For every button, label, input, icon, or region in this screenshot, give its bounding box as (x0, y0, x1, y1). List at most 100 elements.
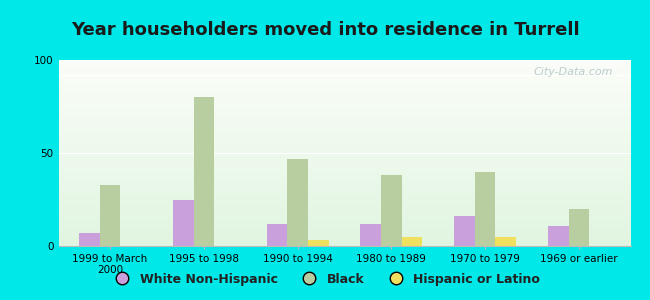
Bar (58, 79, 630, 80)
Bar (58, 231, 630, 232)
Bar (475, 172, 495, 246)
Bar (58, 148, 630, 149)
Bar (58, 134, 630, 135)
Bar (58, 204, 630, 205)
Bar (58, 161, 630, 162)
Bar (58, 162, 630, 163)
Bar (58, 160, 630, 161)
Bar (58, 197, 630, 198)
Bar (58, 124, 630, 125)
Bar (58, 101, 630, 102)
Bar (58, 108, 630, 109)
Bar (58, 102, 630, 103)
Bar (58, 236, 630, 237)
Bar (58, 133, 630, 134)
Bar (58, 224, 630, 225)
Bar (58, 156, 630, 157)
Bar (58, 210, 630, 211)
Bar (58, 233, 630, 234)
Bar (58, 205, 630, 206)
Bar (58, 235, 630, 236)
Bar (58, 78, 630, 79)
Bar (266, 224, 287, 246)
Bar (381, 175, 402, 246)
Bar (58, 228, 630, 229)
Bar (58, 215, 630, 216)
Bar (58, 146, 630, 147)
Bar (58, 132, 630, 133)
Bar (58, 241, 630, 242)
Bar (58, 155, 630, 156)
Bar (58, 111, 630, 112)
Bar (58, 201, 630, 202)
Bar (58, 209, 630, 210)
Bar (58, 222, 630, 223)
Bar (58, 62, 630, 63)
Bar (58, 245, 630, 246)
Legend: White Non-Hispanic, Black, Hispanic or Latino: White Non-Hispanic, Black, Hispanic or L… (105, 268, 545, 291)
Bar (58, 122, 630, 123)
Bar (58, 176, 630, 177)
Bar (58, 196, 630, 197)
Bar (58, 98, 630, 99)
Bar (58, 182, 630, 183)
Bar (58, 191, 630, 192)
Bar (194, 97, 214, 246)
Bar (58, 100, 630, 101)
Bar (58, 154, 630, 155)
Bar (495, 237, 516, 246)
Bar (58, 208, 630, 209)
Bar (58, 227, 630, 228)
Bar (58, 211, 630, 212)
Bar (58, 218, 630, 219)
Bar (58, 212, 630, 213)
Bar (58, 112, 630, 113)
Bar (58, 72, 630, 73)
Bar (58, 187, 630, 188)
Bar (58, 130, 630, 131)
Bar (58, 242, 630, 243)
Bar (402, 237, 422, 246)
Bar (58, 232, 630, 233)
Bar (58, 234, 630, 235)
Bar (58, 214, 630, 215)
Bar (58, 64, 630, 65)
Bar (58, 71, 630, 72)
Bar (58, 226, 630, 227)
Bar (58, 217, 630, 218)
Bar (58, 225, 630, 226)
Bar (58, 61, 630, 62)
Bar (58, 219, 630, 220)
Bar (58, 243, 630, 244)
Bar (58, 76, 630, 77)
Bar (58, 141, 630, 142)
Bar (58, 96, 630, 97)
Bar (58, 65, 630, 66)
Bar (58, 239, 630, 240)
Bar (58, 174, 630, 175)
Bar (58, 113, 630, 114)
Bar (58, 147, 630, 148)
Bar (58, 121, 630, 122)
Bar (58, 140, 630, 141)
Bar (58, 126, 630, 127)
Bar (58, 185, 630, 186)
Text: City-Data.com: City-Data.com (534, 68, 614, 77)
Bar (58, 157, 630, 158)
Bar (58, 238, 630, 239)
Bar (58, 190, 630, 191)
Bar (58, 181, 630, 182)
Bar (58, 85, 630, 86)
Bar (569, 209, 590, 246)
Bar (58, 220, 630, 221)
Bar (58, 178, 630, 179)
Bar (58, 88, 630, 89)
Bar (58, 184, 630, 185)
Bar (58, 115, 630, 116)
Bar (58, 173, 630, 174)
Bar (58, 163, 630, 164)
Bar (58, 164, 630, 165)
Bar (58, 175, 630, 176)
Bar (58, 198, 630, 199)
Bar (58, 117, 630, 118)
